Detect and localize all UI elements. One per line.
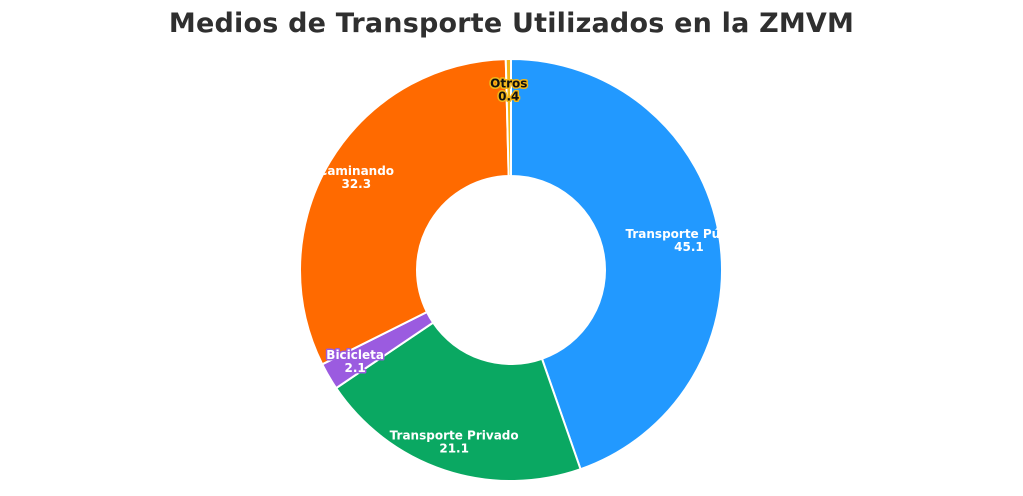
slice-label-bicicleta: Bicicleta — [326, 348, 384, 362]
slice-otros — [504, 57, 512, 178]
slice-label-otros: Otros — [490, 77, 527, 91]
slice-caminando — [299, 58, 510, 366]
slice-value-caminando: 32.3 — [341, 177, 371, 191]
chart-title: Medios de Transporte Utilizados en la ZM… — [168, 8, 855, 39]
slice-value-transporte-privado: 21.1 — [439, 441, 469, 455]
slice-label-caminando: Caminando — [319, 164, 395, 178]
slice-transporte-publico — [510, 57, 723, 471]
slice-value-transporte-publico: 45.1 — [674, 240, 704, 254]
slice-transporte-privado — [334, 321, 582, 482]
slice-label-transporte-publico: Transporte Público — [626, 227, 753, 241]
slice-value-otros: 0.4 — [498, 90, 519, 104]
slice-group — [299, 57, 723, 482]
slice-value-bicicleta: 2.1 — [345, 361, 366, 375]
slice-label-transporte-privado: Transporte Privado — [390, 428, 519, 442]
